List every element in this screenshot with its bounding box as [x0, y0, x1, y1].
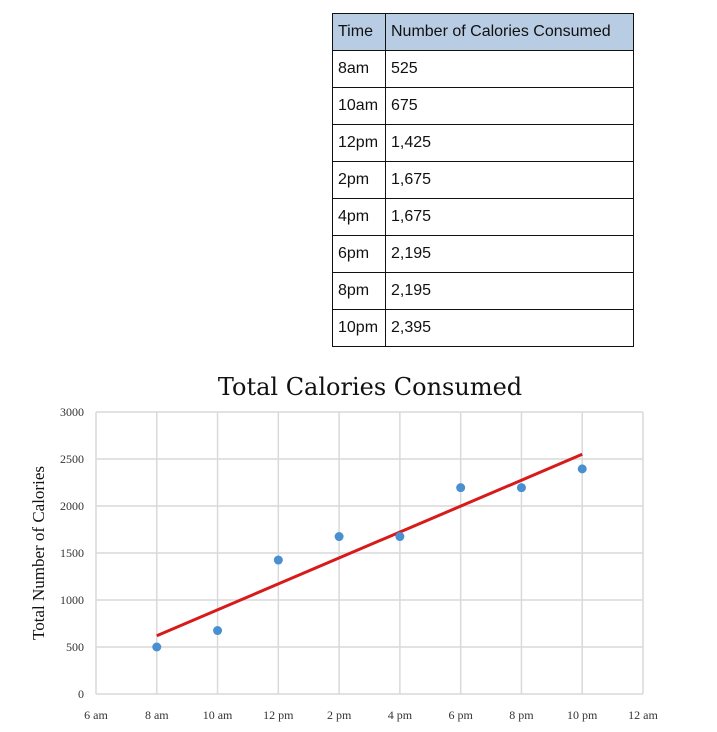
y-axis-ticks: 0 500 1000 1500 2000 2500 3000	[60, 405, 84, 701]
cell-calories: 2,195	[385, 272, 634, 310]
x-tick-label: 10 am	[203, 708, 233, 722]
cell-calories: 525	[385, 50, 634, 88]
table-row: 12pm 1,425	[332, 124, 634, 162]
header-time: Time	[332, 13, 386, 51]
calories-chart: Total Calories Consumed 0 500 1000 1500 2000…	[29, 373, 658, 722]
cell-time: 8am	[332, 50, 386, 88]
data-point	[334, 532, 344, 542]
table-row: 8am 525	[332, 50, 634, 88]
x-tick-label: 12 am	[628, 708, 658, 722]
x-tick-label: 8 am	[145, 708, 169, 722]
data-point	[456, 483, 466, 493]
y-tick-label: 2500	[60, 452, 84, 466]
table-row: 4pm 1,675	[332, 198, 634, 236]
grid	[95, 411, 644, 695]
x-axis-ticks: 6 am 8 am 10 am 12 pm 2 pm 4 pm 6 pm 8 pm 10 pm 1…	[84, 708, 658, 722]
y-tick-label: 1500	[60, 546, 84, 560]
data-point	[213, 626, 223, 636]
trendline	[156, 452, 583, 638]
cell-time: 12pm	[332, 124, 386, 162]
y-tick-label: 3000	[60, 405, 84, 419]
cell-time: 10am	[332, 87, 386, 125]
cell-calories: 675	[385, 87, 634, 125]
y-tick-label: 2000	[60, 499, 84, 513]
y-axis-label: Total Number of Calories	[29, 466, 48, 640]
cell-time: 6pm	[332, 235, 386, 273]
cell-calories: 2,195	[385, 235, 634, 273]
y-tick-label: 500	[66, 640, 84, 654]
data-point	[516, 483, 526, 493]
cell-calories: 1,425	[385, 124, 634, 162]
cell-calories: 2,395	[385, 309, 634, 347]
y-tick-label: 1000	[60, 593, 84, 607]
x-tick-label: 6 am	[84, 708, 108, 722]
cell-time: 8pm	[332, 272, 386, 310]
x-tick-label: 6 pm	[448, 708, 473, 722]
table-row: 6pm 2,195	[332, 235, 634, 273]
table-row: 8pm 2,195	[332, 272, 634, 310]
cell-time: 4pm	[332, 198, 386, 236]
y-tick-label: 0	[78, 687, 84, 701]
data-point	[152, 642, 162, 652]
cell-calories: 1,675	[385, 198, 634, 236]
calories-table: Time Number of Calories Consumed 8am 525 1…	[332, 13, 634, 347]
header-calories: Number of Calories Consumed	[385, 13, 634, 51]
cell-time: 10pm	[332, 309, 386, 347]
cell-time: 2pm	[332, 161, 386, 199]
x-tick-label: 12 pm	[263, 708, 294, 722]
chart-title: Total Calories Consumed	[218, 373, 522, 401]
data-point	[395, 532, 405, 542]
data-point	[273, 555, 283, 565]
table-header-row: Time Number of Calories Consumed	[332, 13, 634, 51]
table-row: 10pm 2,395	[332, 309, 634, 347]
x-tick-label: 8 pm	[509, 708, 534, 722]
table-row: 2pm 1,675	[332, 161, 634, 199]
table-row: 10am 675	[332, 87, 634, 125]
cell-calories: 1,675	[385, 161, 634, 199]
x-tick-label: 4 pm	[388, 708, 413, 722]
data-points	[152, 464, 587, 652]
data-point	[577, 464, 587, 474]
x-tick-label: 10 pm	[567, 708, 598, 722]
x-tick-label: 2 pm	[327, 708, 352, 722]
